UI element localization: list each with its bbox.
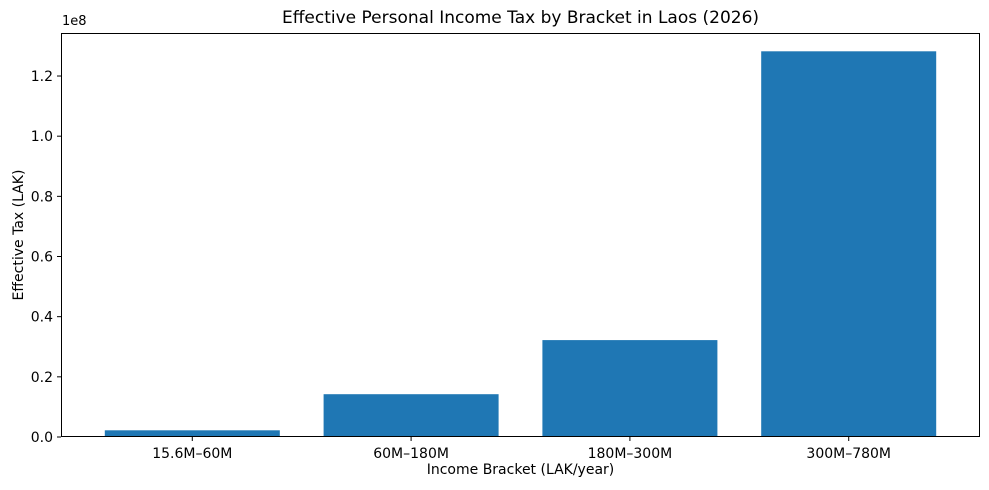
y-axis-scale-offset: 1e8 — [62, 14, 87, 29]
x-tick-label: 180M–300M — [588, 446, 673, 462]
x-tick-label: 300M–780M — [806, 446, 891, 462]
y-tick-label: 0.0 — [31, 430, 53, 446]
y-tick-label: 0.4 — [31, 310, 53, 326]
y-tick-label: 1.0 — [31, 129, 53, 145]
x-tick-label: 60M–180M — [373, 446, 449, 462]
y-tick-label: 0.8 — [31, 189, 53, 205]
bar-60M–180M — [323, 394, 499, 437]
plot-border — [61, 33, 980, 437]
chart-title: Effective Personal Income Tax by Bracket… — [281, 8, 760, 28]
bar-180M–300M — [542, 340, 718, 437]
y-tick-label: 0.6 — [31, 250, 53, 266]
y-tick-label: 0.2 — [31, 370, 53, 386]
y-tick-label: 1.2 — [31, 69, 53, 85]
bar-15.6M–60M — [104, 430, 280, 437]
y-axis-label: Effective Tax (LAK) — [11, 169, 27, 301]
bar-300M–780M — [761, 51, 937, 438]
x-tick-label: 15.6M–60M — [152, 446, 232, 462]
x-axis-label: Income Bracket (LAK/year) — [426, 462, 615, 478]
